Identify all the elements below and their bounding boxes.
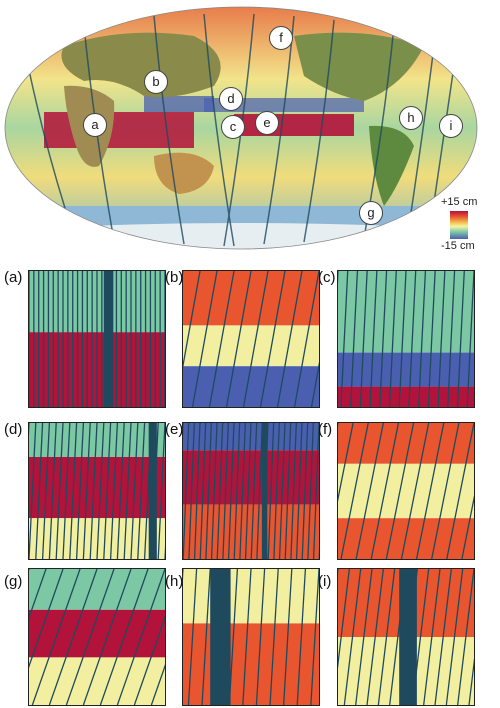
panel-label-i: (i) — [318, 573, 332, 590]
panel-label-c: (c) — [318, 269, 336, 286]
panel-a-image — [29, 271, 165, 407]
panel-label-d: (d) — [4, 421, 23, 438]
panel-label-g: (g) — [4, 573, 23, 590]
panel-g — [28, 568, 166, 706]
panel-f — [337, 422, 475, 560]
marker-h: h — [399, 106, 423, 130]
panel-label-h: (h) — [165, 573, 184, 590]
color-legend: +15 cm -15 cm — [441, 196, 493, 252]
legend-max-label: +15 cm — [441, 196, 478, 208]
panel-label-e: (e) — [165, 421, 184, 438]
marker-i: i — [439, 114, 463, 138]
panel-c-image — [338, 271, 474, 407]
panel-label-a: (a) — [4, 269, 23, 286]
panel-a — [28, 270, 166, 408]
marker-f: f — [269, 26, 293, 50]
panel-b-image — [183, 271, 319, 407]
panel-h — [182, 568, 320, 706]
marker-c: c — [221, 115, 245, 139]
panel-h-image — [183, 569, 319, 705]
marker-e: e — [255, 111, 279, 135]
legend-colorbar — [450, 211, 468, 239]
panel-c — [337, 270, 475, 408]
panel-g-image — [29, 569, 165, 705]
marker-a: a — [83, 113, 107, 137]
panel-i — [337, 568, 475, 706]
panel-label-f: (f) — [318, 421, 333, 438]
world-map — [4, 6, 478, 250]
marker-g: g — [359, 201, 383, 225]
marker-b: b — [144, 70, 168, 94]
panel-e-image — [183, 423, 319, 559]
panel-label-b: (b) — [165, 269, 184, 286]
legend-min-label: -15 cm — [441, 240, 475, 252]
panel-f-image — [338, 423, 474, 559]
panel-e — [182, 422, 320, 560]
panel-d — [28, 422, 166, 560]
panel-b — [182, 270, 320, 408]
marker-d: d — [219, 87, 243, 111]
panel-d-image — [29, 423, 165, 559]
panel-i-image — [338, 569, 474, 705]
